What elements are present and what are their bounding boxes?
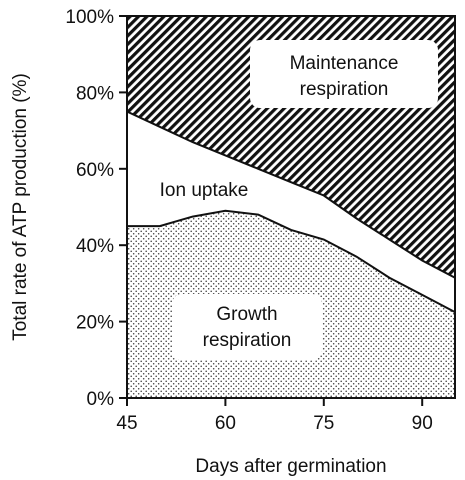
growth-label-line-2: respiration — [203, 330, 292, 351]
y-tick-label: 60% — [76, 160, 114, 181]
y-tick-label: 80% — [76, 83, 114, 104]
ion-uptake-upper-line — [126, 110, 456, 279]
growth-label-line-1: Growth — [216, 304, 277, 325]
y-tick-label: 0% — [87, 389, 115, 410]
growth-respiration-label: Growth respiration — [172, 294, 322, 360]
y-tick-label: 100% — [65, 7, 114, 28]
x-tick-label: 90 — [412, 413, 433, 434]
y-tick-label: 40% — [76, 236, 114, 257]
plot-frame — [126, 15, 456, 399]
maintenance-respiration-label: Maintenance respiration — [250, 40, 438, 108]
growth-label-box — [172, 294, 322, 360]
x-tick-label: 60 — [215, 413, 236, 434]
y-axis: 0% 20% 40% 60% 80% 100% — [65, 7, 127, 410]
y-tick-label: 20% — [76, 313, 114, 334]
y-axis-title: Total rate of ATP production (%) — [10, 73, 31, 341]
maintenance-label-line-2: respiration — [300, 79, 389, 100]
growth-upper-line — [127, 209, 456, 313]
x-axis: 45 60 75 90 — [116, 398, 433, 434]
x-tick-label: 45 — [116, 413, 137, 434]
maintenance-label-line-1: Maintenance — [290, 53, 399, 74]
x-axis-title: Days after germination — [195, 456, 386, 477]
x-tick-label: 75 — [313, 413, 334, 434]
ion-uptake-label: Ion uptake — [160, 180, 249, 201]
maintenance-label-box — [250, 40, 438, 108]
